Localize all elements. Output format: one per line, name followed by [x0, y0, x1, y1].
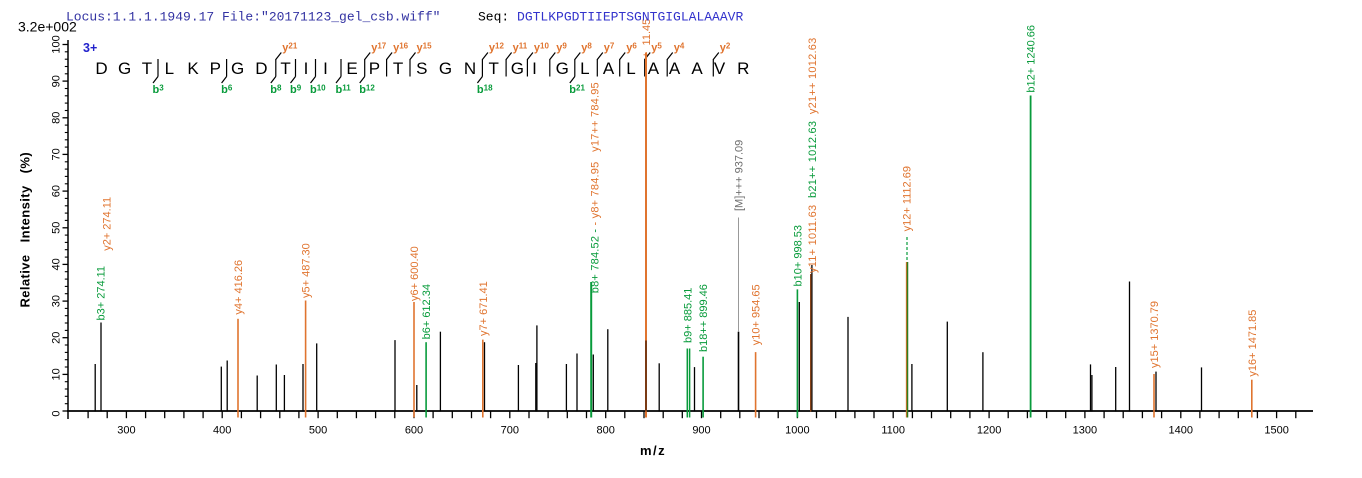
- svg-text:y6: y6: [626, 42, 637, 55]
- svg-text:1300: 1300: [1073, 425, 1097, 437]
- svg-text:20: 20: [51, 332, 63, 344]
- svg-text:y10+ 954.65: y10+ 954.65: [751, 284, 763, 345]
- svg-text:N: N: [464, 59, 476, 78]
- svg-text:80: 80: [51, 112, 63, 124]
- svg-text:y4+ 416.26: y4+ 416.26: [233, 260, 245, 315]
- svg-text:Seq: DGTLKPGDTIIEPTSGNTGIGLALA: Seq: DGTLKPGDTIIEPTSGNTGIGLALAAAVR: [478, 10, 743, 25]
- svg-text:G: G: [556, 59, 569, 78]
- svg-text:b3: b3: [153, 84, 165, 97]
- svg-text:1000: 1000: [785, 425, 809, 437]
- svg-text:b9+ 885.41: b9+ 885.41: [682, 288, 694, 343]
- svg-text:y12+ 1112.69: y12+ 1112.69: [901, 166, 913, 231]
- svg-text:0: 0: [51, 410, 63, 416]
- svg-text:90: 90: [51, 75, 63, 87]
- svg-text:y9: y9: [556, 42, 567, 55]
- svg-text:P: P: [369, 59, 380, 78]
- svg-text:D: D: [95, 59, 107, 78]
- svg-text:A: A: [603, 59, 615, 78]
- svg-text:1100: 1100: [881, 425, 905, 437]
- svg-text:P: P: [210, 59, 221, 78]
- svg-text:T: T: [142, 59, 152, 78]
- svg-text:b3+ 274.11: b3+ 274.11: [96, 266, 108, 321]
- svg-text:600: 600: [405, 425, 423, 437]
- svg-text:1500: 1500: [1264, 425, 1288, 437]
- svg-text:T: T: [393, 59, 403, 78]
- svg-text:K: K: [187, 59, 199, 78]
- svg-text:T: T: [280, 59, 290, 78]
- svg-text:L: L: [626, 59, 635, 78]
- svg-text:y7+ 671.41: y7+ 671.41: [478, 281, 490, 336]
- svg-text:70: 70: [51, 148, 63, 160]
- svg-text:b8: b8: [270, 84, 282, 97]
- svg-text:b8+ 784.52 - - y8+ 784.95 y1: b8+ 784.52 - - y8+ 784.95 y17++ 784.95: [589, 82, 601, 293]
- svg-text:y5+ 487.30: y5+ 487.30: [301, 243, 313, 298]
- svg-text:L: L: [580, 59, 589, 78]
- svg-text:800: 800: [597, 425, 615, 437]
- svg-text:y6+ 600.40: y6+ 600.40: [409, 246, 421, 301]
- svg-text:300: 300: [117, 425, 135, 437]
- svg-text:L: L: [165, 59, 174, 78]
- svg-text:Locus:1.1.1.1949.17 File:"2017: Locus:1.1.1.1949.17 File:"20171123_gel_c…: [66, 10, 440, 25]
- svg-text:700: 700: [501, 425, 519, 437]
- svg-text:E: E: [346, 59, 357, 78]
- svg-text:b6+ 612.34: b6+ 612.34: [421, 284, 433, 339]
- svg-text:10: 10: [51, 368, 63, 380]
- svg-text:900: 900: [692, 425, 710, 437]
- svg-text:b9: b9: [290, 84, 302, 97]
- svg-text:100: 100: [51, 35, 63, 53]
- svg-text:A: A: [691, 59, 703, 78]
- svg-text:V: V: [714, 59, 726, 78]
- svg-text:3.2e+002: 3.2e+002: [18, 19, 77, 35]
- svg-text:3+: 3+: [83, 41, 97, 55]
- svg-text:y8: y8: [581, 42, 592, 55]
- svg-text:y5: y5: [651, 42, 662, 55]
- svg-text:A: A: [669, 59, 681, 78]
- svg-text:G: G: [511, 59, 524, 78]
- svg-text:50: 50: [51, 222, 63, 234]
- svg-text:1400: 1400: [1169, 425, 1193, 437]
- svg-text:G: G: [439, 59, 452, 78]
- svg-text:I: I: [532, 59, 537, 78]
- svg-text:I: I: [304, 59, 309, 78]
- svg-text:40: 40: [51, 258, 63, 270]
- svg-text:30: 30: [51, 295, 63, 307]
- svg-text:b6: b6: [221, 84, 233, 97]
- svg-text:T: T: [489, 59, 499, 78]
- svg-text:Relative Intensity (%): Relative Intensity (%): [18, 152, 33, 308]
- svg-text:G: G: [118, 59, 131, 78]
- svg-text:S: S: [416, 59, 427, 78]
- svg-text:y16+ 1471.85: y16+ 1471.85: [1247, 310, 1259, 377]
- svg-text:60: 60: [51, 185, 63, 197]
- svg-text:y4: y4: [674, 42, 685, 55]
- svg-text:400: 400: [213, 425, 231, 437]
- svg-text:b12+ 1240.66: b12+ 1240.66: [1026, 25, 1038, 93]
- svg-text:[M]+++ 937.09: [M]+++ 937.09: [734, 140, 746, 211]
- svg-text:y2+ 274.11: y2+ 274.11: [102, 197, 114, 251]
- svg-text:R: R: [737, 59, 749, 78]
- svg-text:y15+ 1370.79: y15+ 1370.79: [1149, 301, 1161, 368]
- svg-text:D: D: [255, 59, 267, 78]
- svg-text:y7: y7: [604, 42, 615, 55]
- svg-text:+ 11.45: + 11.45: [641, 19, 653, 58]
- svg-text:b18++ 899.46: b18++ 899.46: [698, 284, 710, 352]
- svg-text:A: A: [648, 59, 660, 78]
- svg-text:b10+ 998.53: b10+ 998.53: [792, 225, 804, 286]
- svg-text:I: I: [323, 59, 328, 78]
- svg-text:1200: 1200: [977, 425, 1001, 437]
- svg-text:y2: y2: [720, 42, 731, 55]
- svg-text:m/z: m/z: [640, 443, 666, 458]
- svg-text:G: G: [231, 59, 244, 78]
- svg-text:y11+ 1011.63 b21++ 1012.63 y: y11+ 1011.63 b21++ 1012.63 y21++ 1012.63: [807, 37, 819, 273]
- svg-text:500: 500: [309, 425, 327, 437]
